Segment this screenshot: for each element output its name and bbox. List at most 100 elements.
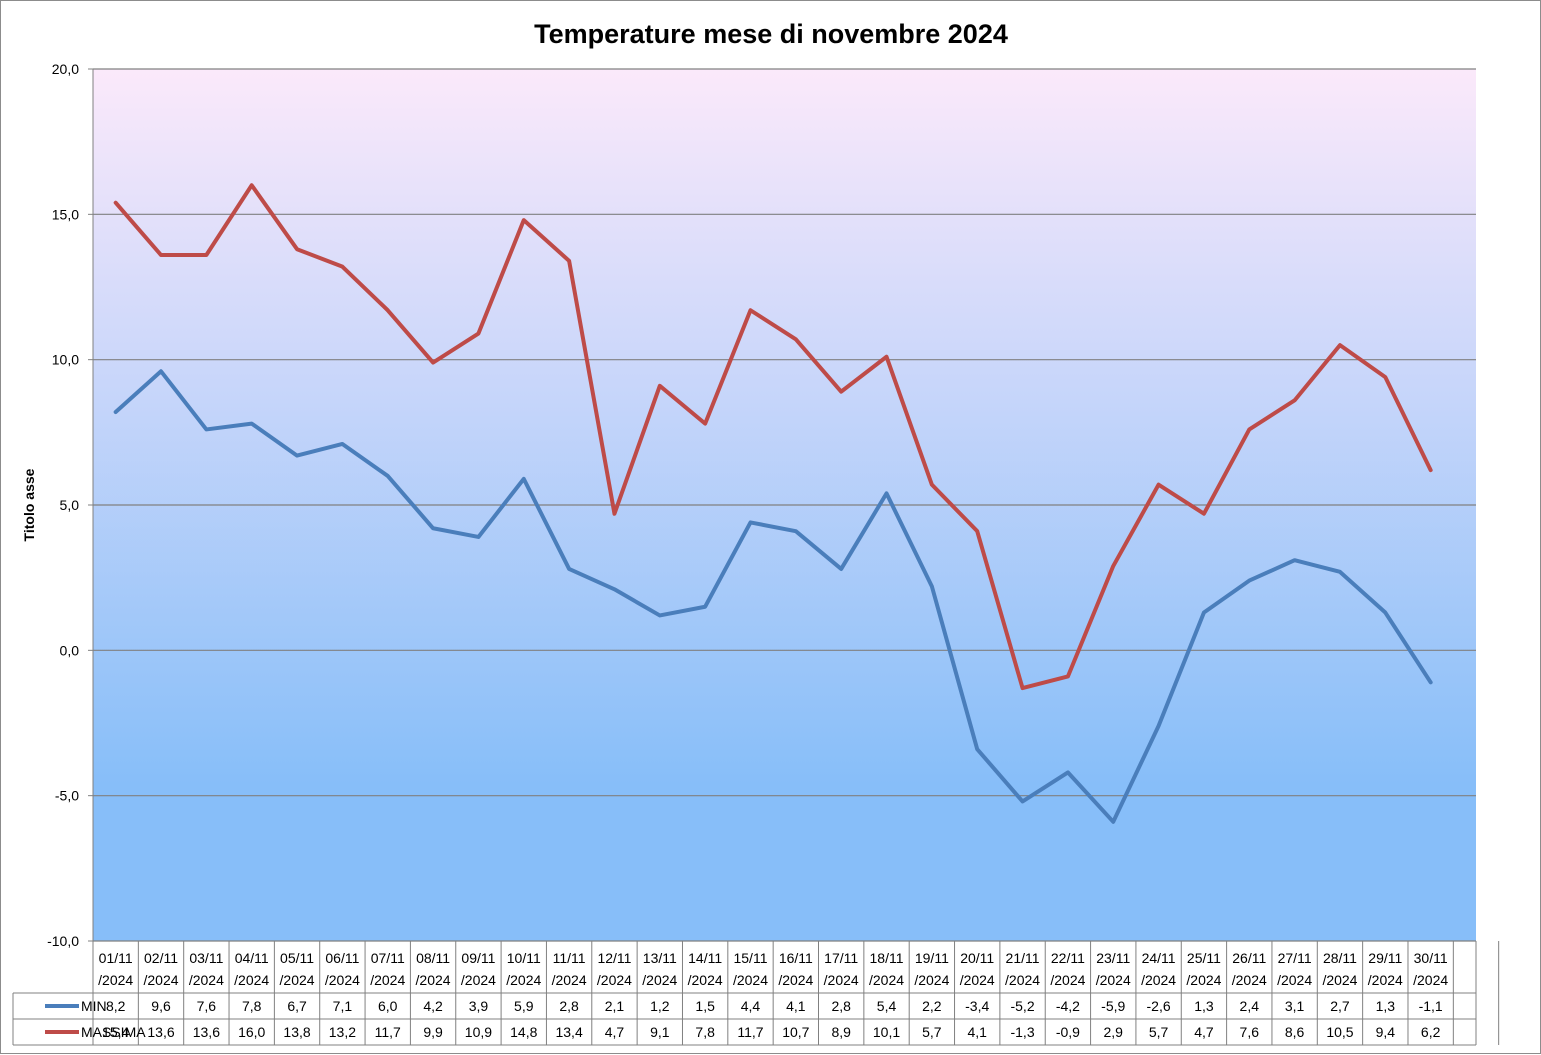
chart-title: Temperature mese di novembre 2024 <box>534 19 1008 49</box>
data-table-cell: 7,6 <box>197 998 217 1014</box>
data-table-cell: 1,3 <box>1376 998 1396 1014</box>
x-tick-label: 27/11 <box>1278 950 1312 966</box>
data-table-cell: 10,1 <box>873 1024 900 1040</box>
x-tick-label: /2024 <box>1096 972 1131 988</box>
x-tick-label: /2024 <box>416 972 451 988</box>
x-tick-label: /2024 <box>461 972 496 988</box>
data-table-cell: 2,2 <box>922 998 942 1014</box>
data-table-cell: 9,6 <box>151 998 171 1014</box>
x-tick-label: /2024 <box>597 972 632 988</box>
data-table-cell: 8,6 <box>1285 1024 1305 1040</box>
x-tick-label: 30/11 <box>1414 950 1448 966</box>
x-tick-label: 04/11 <box>235 950 269 966</box>
data-table-cell: 10,5 <box>1326 1024 1353 1040</box>
y-axis-label: Titolo asse <box>21 468 37 541</box>
x-tick-label: /2024 <box>688 972 723 988</box>
x-tick-label: 19/11 <box>915 950 949 966</box>
data-table-cell: -1,3 <box>1010 1024 1034 1040</box>
data-table-cell: -5,9 <box>1101 998 1125 1014</box>
data-table-cell: 4,2 <box>423 998 443 1014</box>
data-table-cell: 13,8 <box>283 1024 310 1040</box>
data-table-cell: 4,4 <box>741 998 761 1014</box>
data-table-cell: -1,1 <box>1419 998 1443 1014</box>
x-tick-label: /2024 <box>1322 972 1357 988</box>
x-tick-label: 22/11 <box>1051 950 1085 966</box>
data-table-cell: 1,2 <box>650 998 670 1014</box>
x-tick-label: 17/11 <box>824 950 858 966</box>
data-table-cell: 8,9 <box>831 1024 851 1040</box>
data-table-cell: 4,7 <box>605 1024 625 1040</box>
series-line-massima <box>113 183 1433 691</box>
data-table-cell: 15,4 <box>102 1024 129 1040</box>
data-table-cell: 13,2 <box>329 1024 356 1040</box>
x-tick-label: /2024 <box>1413 972 1448 988</box>
y-tick-label: 10,0 <box>52 352 79 368</box>
x-tick-label: /2024 <box>914 972 949 988</box>
data-table-cell: 5,4 <box>877 998 897 1014</box>
x-tick-label: 26/11 <box>1232 950 1266 966</box>
x-tick-label: /2024 <box>189 972 224 988</box>
data-table-cell: 7,8 <box>242 998 262 1014</box>
x-tick-label: 07/11 <box>371 950 405 966</box>
data-table-cell: -2,6 <box>1147 998 1171 1014</box>
y-tick-label: 5,0 <box>60 497 80 513</box>
x-tick-label: 11/11 <box>553 950 586 966</box>
x-tick-label: 16/11 <box>779 950 813 966</box>
data-table-cell: -5,2 <box>1010 998 1034 1014</box>
x-tick-label: /2024 <box>1277 972 1312 988</box>
data-table-cell: 5,7 <box>1149 1024 1169 1040</box>
y-tick-label: 0,0 <box>60 642 80 658</box>
data-table-cell: 13,6 <box>147 1024 174 1040</box>
legend-label: MASSIMA <box>81 1024 146 1040</box>
x-tick-label: 06/11 <box>325 950 359 966</box>
x-tick-label: /2024 <box>1186 972 1221 988</box>
data-table-cell: 1,3 <box>1194 998 1214 1014</box>
x-tick-label: 23/11 <box>1096 950 1130 966</box>
x-tick-label: /2024 <box>98 972 133 988</box>
data-table-cell: 5,9 <box>514 998 534 1014</box>
data-table-cell: 11,7 <box>737 1024 763 1040</box>
data-table-cell: -4,2 <box>1056 998 1080 1014</box>
x-tick-label: /2024 <box>960 972 995 988</box>
y-tick-label: 20,0 <box>52 61 79 77</box>
data-table-cell: 3,1 <box>1285 998 1305 1014</box>
data-table-cell: 8,2 <box>106 998 126 1014</box>
x-tick-label: /2024 <box>1141 972 1176 988</box>
x-tick-label: /2024 <box>370 972 405 988</box>
x-tick-label: /2024 <box>1005 972 1040 988</box>
data-table-cell: 2,1 <box>605 998 625 1014</box>
x-tick-label: 09/11 <box>461 950 495 966</box>
x-tick-label: 15/11 <box>733 950 767 966</box>
data-table-cell: 2,8 <box>831 998 851 1014</box>
x-tick-label: 13/11 <box>643 950 677 966</box>
x-tick-label: /2024 <box>1368 972 1403 988</box>
data-table-cell: 2,4 <box>1240 998 1260 1014</box>
data-table-cell: 7,1 <box>333 998 353 1014</box>
data-table-cell: 6,0 <box>378 998 398 1014</box>
x-tick-label: 18/11 <box>870 950 904 966</box>
x-tick-label: 08/11 <box>416 950 450 966</box>
y-tick-label: 15,0 <box>52 206 79 222</box>
x-tick-label: /2024 <box>778 972 813 988</box>
data-table-cell: 4,1 <box>786 998 806 1014</box>
data-table-cell: 7,8 <box>695 1024 715 1040</box>
x-tick-label: 21/11 <box>1006 950 1040 966</box>
data-table-cell: 11,7 <box>375 1024 401 1040</box>
x-tick-label: /2024 <box>325 972 360 988</box>
data-table-cell: 9,4 <box>1376 1024 1396 1040</box>
data-table-cell: 7,6 <box>1240 1024 1260 1040</box>
x-tick-label: /2024 <box>234 972 269 988</box>
x-tick-label: 02/11 <box>144 950 178 966</box>
y-tick-label: -5,0 <box>55 788 79 804</box>
y-tick-label: -10,0 <box>47 933 79 949</box>
x-tick-label: /2024 <box>280 972 315 988</box>
data-table-cell: 5,7 <box>922 1024 942 1040</box>
data-table-cell: 14,8 <box>510 1024 537 1040</box>
x-tick-label: /2024 <box>642 972 677 988</box>
data-table-cell: 1,5 <box>695 998 715 1014</box>
data-table-cell: 16,0 <box>238 1024 265 1040</box>
data-table-cell: 13,6 <box>193 1024 220 1040</box>
data-table-cell: -3,4 <box>965 998 989 1014</box>
